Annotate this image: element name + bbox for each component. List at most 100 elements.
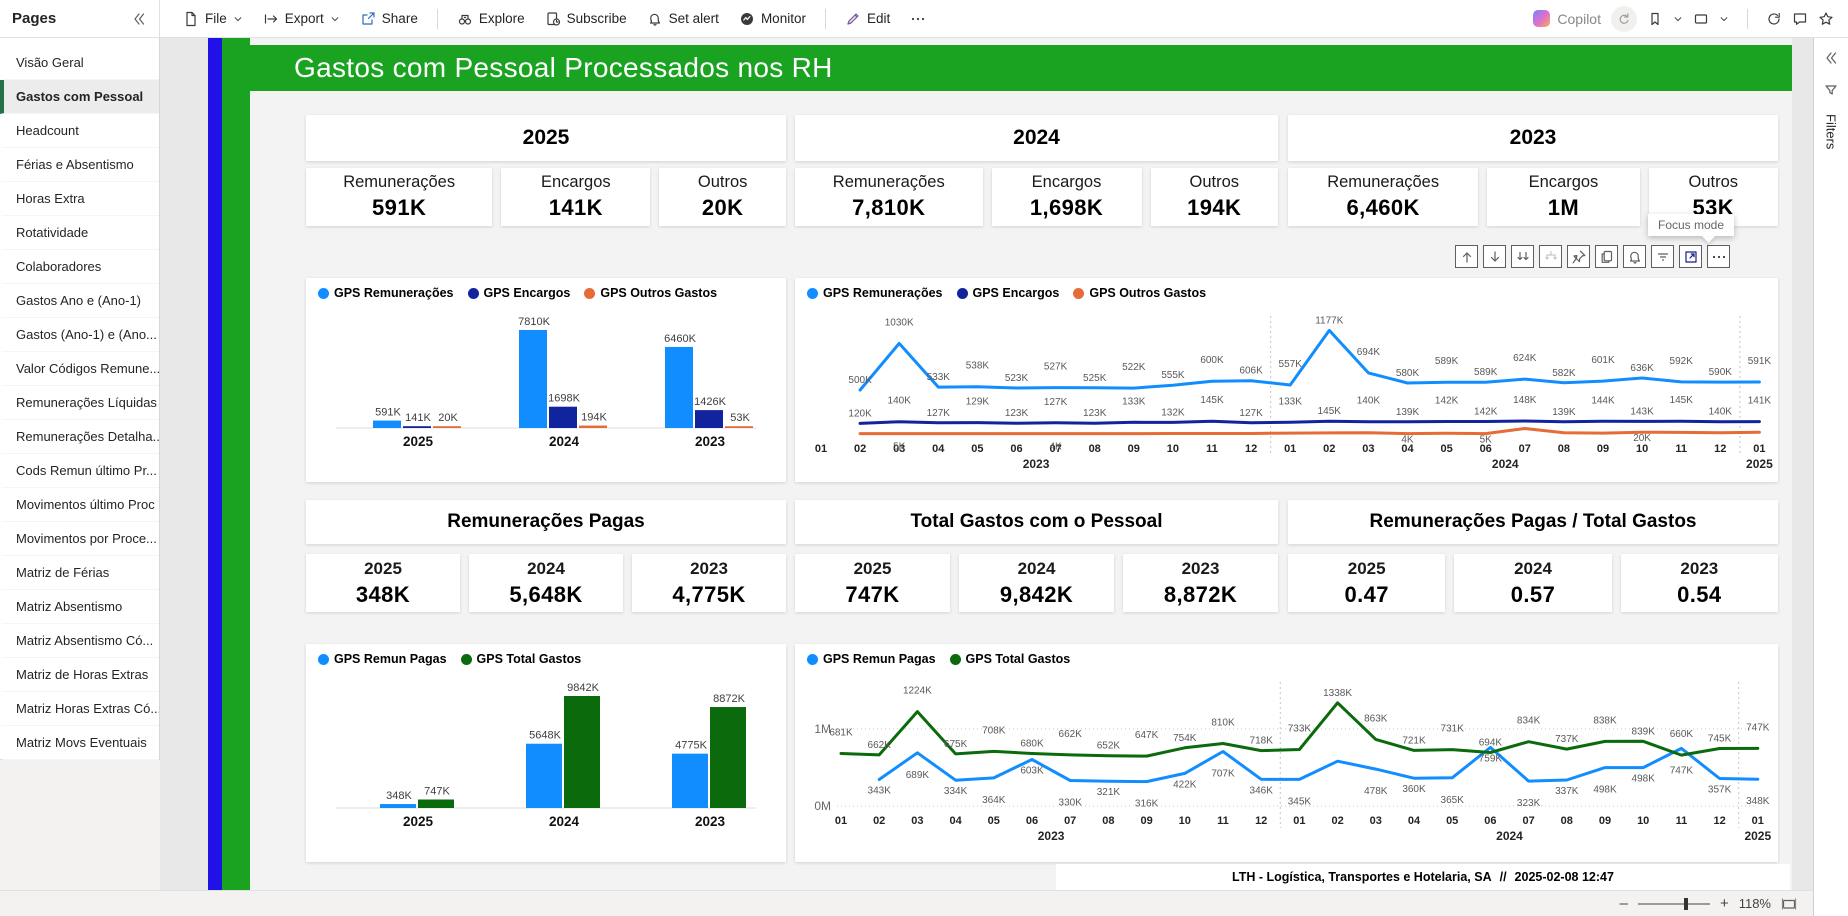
zoom-slider[interactable]: [1637, 897, 1710, 910]
line-chart-gastos-visual[interactable]: GPS Remunerações GPS Encargos GPS Outros…: [795, 278, 1778, 482]
alert-icon[interactable]: [1623, 245, 1646, 268]
sidebar-item-remunera-es-l-quidas[interactable]: Remunerações Líquidas: [0, 386, 159, 420]
year-header-2023: 2023: [1288, 115, 1778, 161]
page-title: Gastos com Pessoal Processados nos RH: [294, 52, 833, 83]
kpi-label: 2024: [1017, 558, 1056, 578]
svg-text:144K: 144K: [1591, 395, 1615, 406]
chevron-down-icon[interactable]: [1719, 14, 1729, 24]
favorite-star-icon[interactable]: [1818, 11, 1834, 27]
svg-text:06: 06: [1484, 815, 1496, 827]
sidebar-item-remunera-es-detalha[interactable]: Remunerações Detalha...: [0, 420, 159, 454]
drill-up-icon[interactable]: [1455, 245, 1478, 268]
sidebar-item-gastos-ano-1-e-ano[interactable]: Gastos (Ano-1) e (Ano...: [0, 318, 159, 352]
sidebar-item-matriz-absentismo-c[interactable]: Matriz Absentismo Có...: [0, 624, 159, 658]
svg-text:647K: 647K: [1135, 730, 1159, 741]
svg-text:525K: 525K: [1083, 373, 1107, 384]
export-icon: [263, 11, 279, 27]
svg-text:07: 07: [1064, 815, 1076, 827]
svg-text:10: 10: [1636, 443, 1648, 455]
legend-label: GPS Remun Pagas: [823, 652, 936, 666]
drill-next-level-icon[interactable]: [1511, 245, 1534, 268]
sidebar-item-gastos-ano-e-ano-1[interactable]: Gastos Ano e (Ano-1): [0, 284, 159, 318]
zoom-out-button[interactable]: –: [1619, 895, 1628, 912]
expand-all-icon[interactable]: [1539, 245, 1562, 268]
sidebar-item-headcount[interactable]: Headcount: [0, 114, 159, 148]
bookmark-icon[interactable]: [1647, 11, 1663, 27]
svg-text:8872K: 8872K: [713, 693, 745, 705]
chevron-down-icon[interactable]: [1673, 14, 1683, 24]
chart-legend: GPS Remun Pagas GPS Total Gastos: [306, 644, 786, 668]
svg-text:20K: 20K: [1633, 433, 1651, 444]
toolbar-edit-button[interactable]: Edit: [836, 6, 899, 32]
sidebar-item-matriz-de-horas-extras[interactable]: Matriz de Horas Extras: [0, 658, 159, 692]
svg-text:1177K: 1177K: [1315, 315, 1344, 326]
toolbar-monitor-button[interactable]: Monitor: [730, 6, 815, 32]
sidebar-item-colaboradores[interactable]: Colaboradores: [0, 250, 159, 284]
bar-chart-pagas-visual[interactable]: GPS Remun Pagas GPS Total Gastos 348K 747…: [306, 644, 786, 862]
refresh-icon[interactable]: [1766, 11, 1782, 27]
view-icon[interactable]: [1693, 11, 1709, 27]
sidebar-item-matriz-de-f-rias[interactable]: Matriz de Férias: [0, 556, 159, 590]
sidebar-item-matriz-horas-extras-c[interactable]: Matriz Horas Extras Có...: [0, 692, 159, 726]
toolbar-file-button[interactable]: File: [174, 6, 252, 32]
svg-text:681K: 681K: [829, 727, 853, 738]
expand-filters-icon[interactable]: [1823, 50, 1839, 66]
sidebar-item-cods-remun-ltimo-pr[interactable]: Cods Remun último Pr...: [0, 454, 159, 488]
kpi-value: 141K: [548, 195, 603, 220]
sidebar-item-vis-o-geral[interactable]: Visão Geral: [0, 46, 159, 80]
kpi-row-2025: Remunerações 591K Encargos 141K Outros 20K: [306, 168, 786, 226]
filter-funnel-icon[interactable]: [1823, 82, 1839, 98]
kpi-label: Encargos: [1528, 173, 1599, 191]
svg-text:624K: 624K: [1513, 353, 1537, 364]
footer-timestamp: 2025-02-08 12:47: [1514, 870, 1614, 884]
collapse-pane-icon[interactable]: [131, 11, 147, 27]
svg-text:689K: 689K: [906, 770, 930, 781]
svg-text:06: 06: [1026, 815, 1038, 827]
toolbar-export-button[interactable]: Export: [254, 6, 349, 32]
sidebar-item-matriz-movs-eventuais[interactable]: Matriz Movs Eventuais: [0, 726, 159, 760]
copy-icon[interactable]: [1595, 245, 1618, 268]
more-icon[interactable]: [1707, 245, 1730, 268]
bar-chart-pagas: 348K 747K 2025 5648K 9842K 2024 4775K 8872K 2023: [336, 682, 756, 829]
zoom-slider-thumb[interactable]: [1683, 897, 1688, 910]
sidebar-item-movimentos-ltimo-proc[interactable]: Movimentos último Proc: [0, 488, 159, 522]
focus-mode-icon[interactable]: [1679, 245, 1702, 268]
fit-to-page-icon[interactable]: [1781, 896, 1797, 912]
sidebar-item-f-rias-e-absentismo[interactable]: Férias e Absentismo: [0, 148, 159, 182]
sidebar-item-movimentos-por-proce[interactable]: Movimentos por Proce...: [0, 522, 159, 556]
drill-down-icon[interactable]: [1483, 245, 1506, 268]
svg-text:747K: 747K: [1746, 722, 1770, 733]
kpi-label: 2025: [364, 558, 402, 578]
toolbar-more-button[interactable]: [901, 6, 935, 32]
pin-icon[interactable]: [1567, 245, 1590, 268]
svg-text:132K: 132K: [1161, 407, 1185, 418]
toolbar-share-button[interactable]: Share: [351, 6, 427, 32]
sidebar-item-valor-c-digos-remune[interactable]: Valor Códigos Remune...: [0, 352, 159, 386]
svg-text:498K: 498K: [1632, 774, 1656, 785]
sidebar-item-matriz-absentismo[interactable]: Matriz Absentismo: [0, 590, 159, 624]
bar-chart-gastos-visual[interactable]: GPS Remunerações GPS Encargos GPS Outros…: [306, 278, 786, 482]
reset-default-view-button[interactable]: [1611, 5, 1637, 32]
zoom-in-button[interactable]: +: [1719, 895, 1729, 912]
toolbar-item-label: Set alert: [668, 11, 719, 26]
copilot-button[interactable]: Copilot: [1533, 10, 1601, 27]
legend-dot: [318, 653, 329, 665]
toolbar-set-alert-button[interactable]: Set alert: [638, 6, 728, 32]
svg-text:580K: 580K: [1396, 368, 1420, 379]
kpi-value: 1M: [1547, 195, 1580, 220]
filter-icon[interactable]: [1651, 245, 1674, 268]
legend-item: GPS Total Gastos: [460, 652, 581, 666]
toolbar-explore-button[interactable]: Explore: [448, 6, 534, 32]
line-chart-pagas-visual[interactable]: GPS Remun Pagas GPS Total Gastos 1M 0M 01 0…: [795, 644, 1778, 862]
svg-text:08: 08: [1561, 815, 1573, 827]
toolbar-subscribe-button[interactable]: Subscribe: [536, 6, 636, 32]
toolbar-item-label: Monitor: [760, 11, 806, 26]
kpi-value: 5,648K: [509, 581, 583, 607]
sidebar-item-gastos-com-pessoal[interactable]: Gastos com Pessoal: [0, 80, 159, 114]
company-name: LTH - Logística, Transportes e Hotelaria…: [1232, 870, 1492, 884]
comment-icon[interactable]: [1792, 11, 1808, 27]
svg-text:02: 02: [854, 443, 866, 455]
kpi-value: 747K: [845, 581, 900, 607]
sidebar-item-rotatividade[interactable]: Rotatividade: [0, 216, 159, 250]
sidebar-item-horas-extra[interactable]: Horas Extra: [0, 182, 159, 216]
